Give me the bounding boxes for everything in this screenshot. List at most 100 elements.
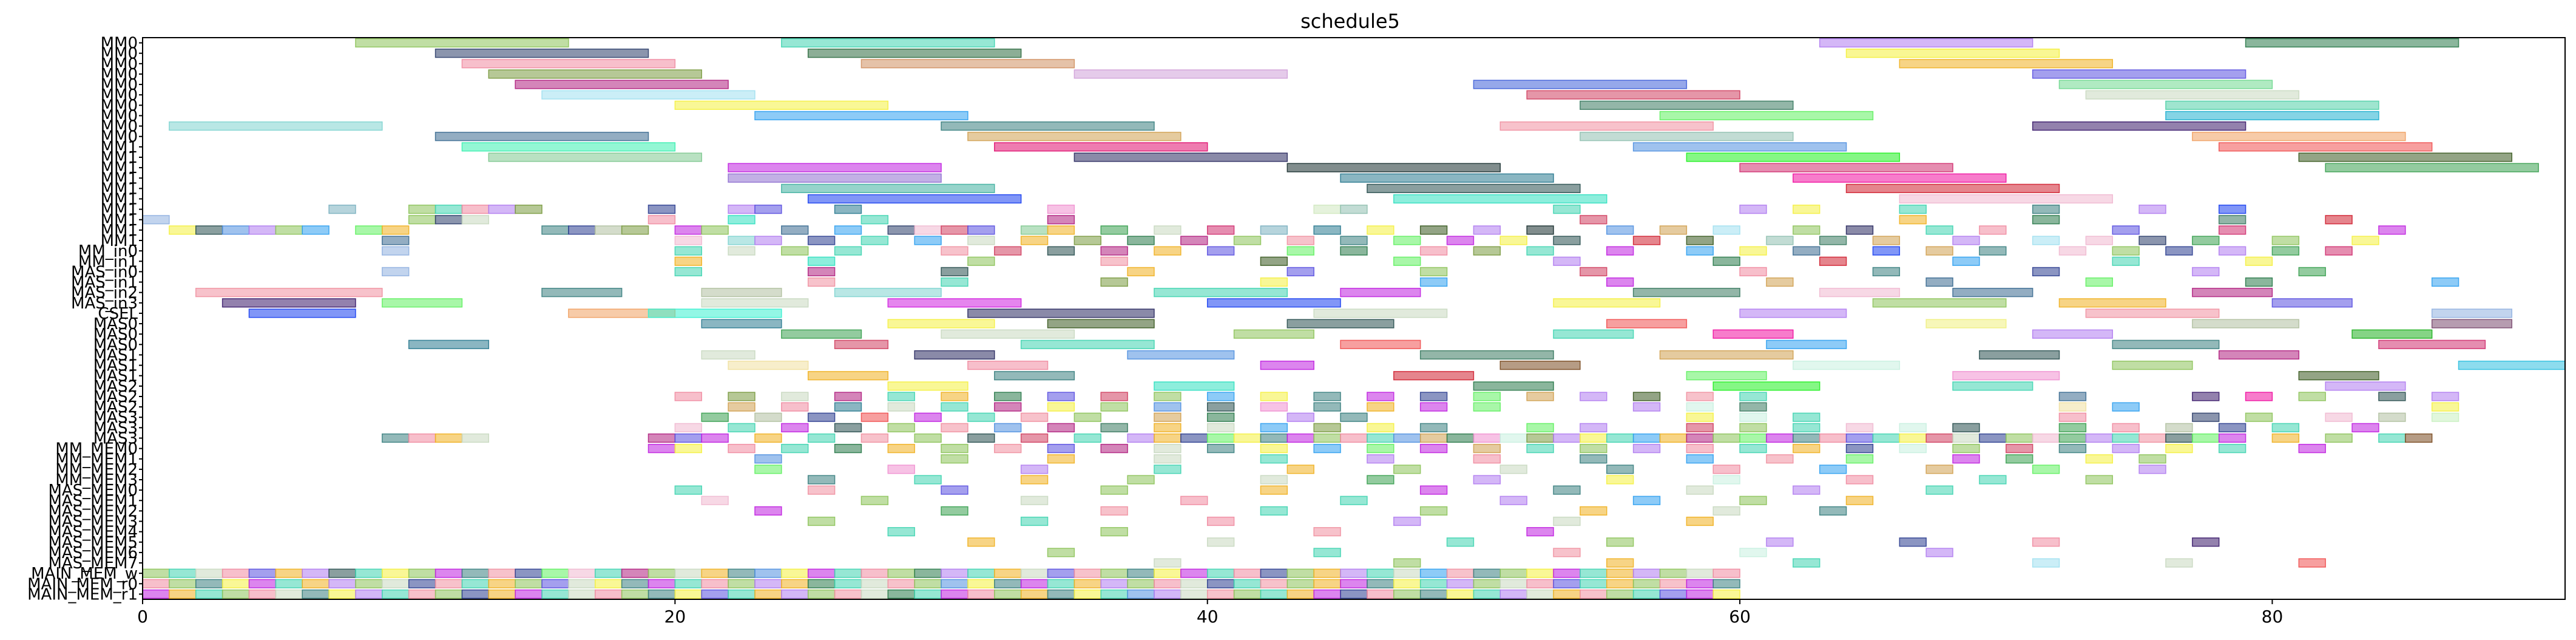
task-bar bbox=[1712, 579, 1740, 588]
x-tick-label: 80 bbox=[2262, 607, 2284, 627]
task-bar bbox=[754, 589, 782, 599]
task-bar bbox=[1526, 225, 1554, 235]
task-bar bbox=[754, 465, 782, 474]
task-bar bbox=[1154, 412, 1182, 422]
task-bar bbox=[1073, 568, 1102, 578]
task-bar bbox=[1899, 205, 1927, 214]
task-bar bbox=[2298, 392, 2326, 401]
row-label: MAS0 bbox=[93, 315, 138, 333]
task-bar bbox=[1180, 568, 1208, 578]
task-bar bbox=[1127, 475, 1155, 485]
task-bar bbox=[1712, 475, 1740, 485]
task-bar bbox=[754, 412, 782, 422]
task-bar bbox=[1367, 568, 1394, 578]
task-bar bbox=[1632, 568, 1661, 578]
task-bar bbox=[2271, 433, 2300, 443]
row-label: MAIN_MEM_r1 bbox=[27, 585, 138, 604]
task-bar bbox=[887, 298, 1022, 308]
task-bar bbox=[728, 392, 756, 401]
task-bar bbox=[2032, 267, 2060, 277]
task-bar bbox=[647, 579, 676, 588]
task-bar bbox=[834, 225, 862, 235]
task-bar bbox=[2192, 392, 2220, 401]
task-bar bbox=[1154, 288, 1288, 298]
task-bar bbox=[1340, 205, 1368, 214]
task-bar bbox=[674, 568, 702, 578]
row-label: MAS0 bbox=[93, 325, 138, 344]
task-bar bbox=[2032, 215, 2060, 225]
task-bar bbox=[2218, 225, 2246, 235]
task-bar bbox=[275, 225, 303, 235]
task-bar bbox=[728, 173, 942, 183]
task-bar bbox=[1686, 485, 1714, 495]
task-bar bbox=[941, 444, 969, 454]
task-bar bbox=[860, 579, 889, 588]
task-bar bbox=[1526, 444, 1554, 454]
task-bar bbox=[1073, 412, 1102, 422]
task-bar bbox=[1712, 329, 1794, 339]
row-label: MM_MEM2 bbox=[55, 461, 138, 479]
task-bar bbox=[647, 589, 676, 599]
task-bar bbox=[1100, 589, 1128, 599]
task-bar bbox=[807, 194, 1022, 204]
row-label: MAS0 bbox=[93, 336, 138, 354]
task-bar bbox=[2085, 308, 2220, 318]
task-bar bbox=[1872, 267, 1901, 277]
task-bar bbox=[1739, 308, 1847, 318]
task-bar bbox=[781, 444, 809, 454]
task-bar bbox=[781, 246, 809, 256]
task-bar bbox=[1473, 454, 1501, 464]
task-bar bbox=[2085, 277, 2113, 287]
row-label: MM1 bbox=[101, 232, 138, 250]
task-bar bbox=[781, 225, 809, 235]
task-bar bbox=[994, 246, 1022, 256]
task-bar bbox=[1260, 256, 1288, 266]
task-bar bbox=[2085, 236, 2113, 245]
task-bar bbox=[1286, 433, 1314, 443]
task-bar bbox=[781, 589, 809, 599]
task-bar bbox=[275, 579, 303, 588]
task-bar bbox=[2431, 319, 2513, 329]
row-label: MAS1 bbox=[93, 346, 138, 364]
x-tick-label: 20 bbox=[664, 607, 686, 627]
task-bar bbox=[1739, 412, 1767, 422]
task-bar bbox=[1845, 49, 2060, 58]
task-bar bbox=[647, 205, 676, 214]
task-bar bbox=[2085, 454, 2113, 464]
task-bar bbox=[195, 579, 223, 588]
task-bar bbox=[1047, 579, 1075, 588]
task-bar bbox=[1793, 433, 1820, 443]
task-bar bbox=[754, 506, 782, 516]
task-bar bbox=[2325, 381, 2406, 391]
row-label: MM1 bbox=[101, 169, 138, 188]
task-bar bbox=[1206, 589, 1235, 599]
task-bar bbox=[1180, 589, 1208, 599]
task-bar bbox=[1286, 267, 1314, 277]
task-bar bbox=[142, 589, 170, 599]
task-bar bbox=[1499, 579, 1527, 588]
task-bar bbox=[1020, 589, 1049, 599]
task-bar bbox=[2112, 246, 2140, 256]
task-bar bbox=[1047, 246, 1075, 256]
task-bar bbox=[647, 308, 782, 318]
task-bar bbox=[1340, 173, 1554, 183]
task-bar bbox=[1845, 454, 1874, 464]
task-bar bbox=[1659, 568, 1688, 578]
task-bar bbox=[2032, 465, 2060, 474]
task-bar bbox=[781, 183, 995, 193]
task-bar bbox=[834, 579, 862, 588]
task-bar bbox=[1260, 423, 1288, 432]
task-bar bbox=[2431, 392, 2459, 401]
task-bar bbox=[2138, 454, 2166, 464]
task-bar bbox=[860, 568, 889, 578]
task-bar bbox=[2245, 277, 2273, 287]
task-bar bbox=[1712, 465, 1740, 474]
task-bar bbox=[1419, 579, 1448, 588]
task-bar bbox=[807, 485, 836, 495]
task-bar bbox=[1154, 381, 1235, 391]
task-bar bbox=[1473, 444, 1501, 454]
task-bar bbox=[1793, 558, 1820, 568]
task-bar bbox=[701, 412, 729, 422]
task-bar bbox=[1260, 579, 1288, 588]
task-bar bbox=[1499, 465, 1527, 474]
